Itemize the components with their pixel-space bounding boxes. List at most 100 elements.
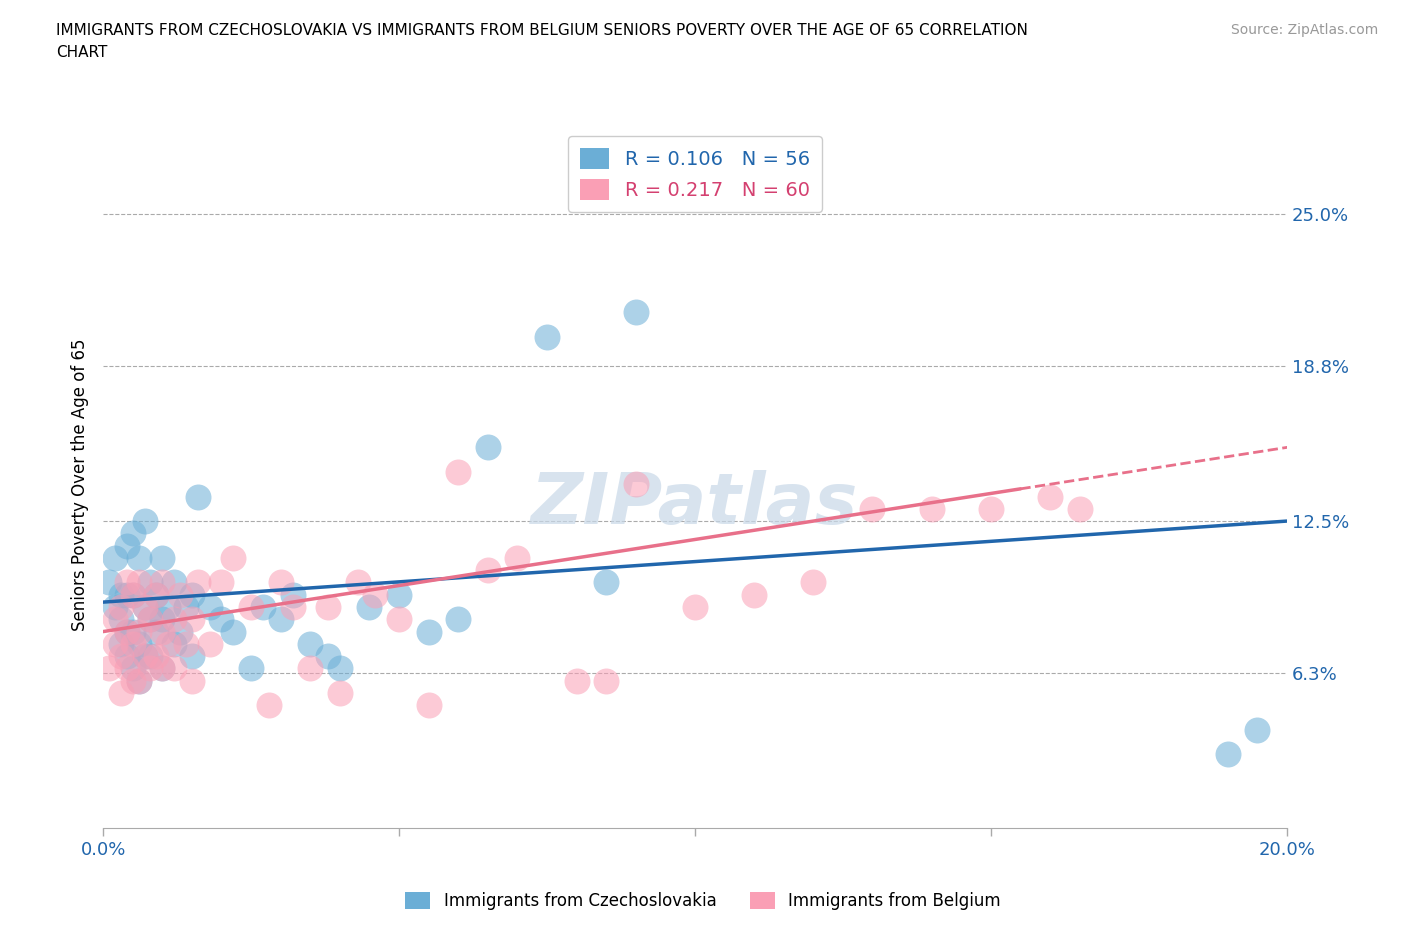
- Point: [150, 661, 173, 676]
- Point: [169, 588, 191, 603]
- Point: [145, 624, 167, 639]
- Point: [121, 661, 143, 676]
- Point: [163, 661, 186, 676]
- Point: [536, 329, 558, 344]
- Point: [364, 588, 387, 603]
- Point: [115, 661, 138, 676]
- Point: [121, 588, 143, 603]
- Point: [180, 588, 202, 603]
- Point: [281, 600, 304, 615]
- Point: [388, 588, 411, 603]
- Point: [222, 624, 245, 639]
- Point: [134, 513, 156, 528]
- Point: [110, 685, 132, 700]
- Point: [110, 649, 132, 664]
- Point: [270, 612, 292, 627]
- Point: [163, 636, 186, 651]
- Point: [110, 588, 132, 603]
- Text: Source: ZipAtlas.com: Source: ZipAtlas.com: [1230, 23, 1378, 37]
- Point: [104, 636, 127, 651]
- Point: [624, 305, 647, 320]
- Point: [98, 661, 121, 676]
- Point: [180, 673, 202, 688]
- Point: [139, 612, 162, 627]
- Point: [128, 673, 150, 688]
- Point: [801, 575, 824, 590]
- Point: [115, 538, 138, 553]
- Point: [145, 588, 167, 603]
- Point: [418, 624, 440, 639]
- Point: [104, 612, 127, 627]
- Y-axis label: Seniors Poverty Over the Age of 65: Seniors Poverty Over the Age of 65: [72, 338, 89, 631]
- Point: [316, 600, 339, 615]
- Point: [180, 649, 202, 664]
- Point: [150, 575, 173, 590]
- Point: [187, 575, 209, 590]
- Point: [115, 588, 138, 603]
- Point: [169, 624, 191, 639]
- Point: [139, 661, 162, 676]
- Text: ZIPatlas: ZIPatlas: [531, 471, 859, 539]
- Point: [104, 551, 127, 565]
- Point: [506, 551, 529, 565]
- Point: [115, 624, 138, 639]
- Point: [121, 526, 143, 541]
- Point: [447, 612, 470, 627]
- Point: [163, 612, 186, 627]
- Point: [211, 612, 233, 627]
- Point: [128, 624, 150, 639]
- Point: [115, 624, 138, 639]
- Text: IMMIGRANTS FROM CZECHOSLOVAKIA VS IMMIGRANTS FROM BELGIUM SENIORS POVERTY OVER T: IMMIGRANTS FROM CZECHOSLOVAKIA VS IMMIGR…: [56, 23, 1028, 60]
- Point: [139, 649, 162, 664]
- Point: [134, 600, 156, 615]
- Point: [222, 551, 245, 565]
- Point: [150, 624, 173, 639]
- Point: [418, 698, 440, 712]
- Point: [174, 636, 197, 651]
- Legend: Immigrants from Czechoslovakia, Immigrants from Belgium: Immigrants from Czechoslovakia, Immigran…: [399, 885, 1007, 917]
- Point: [477, 440, 499, 455]
- Point: [110, 636, 132, 651]
- Point: [180, 612, 202, 627]
- Point: [134, 649, 156, 664]
- Point: [134, 649, 156, 664]
- Point: [104, 600, 127, 615]
- Point: [121, 588, 143, 603]
- Point: [270, 575, 292, 590]
- Point: [145, 649, 167, 664]
- Point: [115, 649, 138, 664]
- Point: [150, 612, 173, 627]
- Point: [1039, 489, 1062, 504]
- Point: [139, 575, 162, 590]
- Point: [346, 575, 368, 590]
- Point: [595, 673, 617, 688]
- Point: [110, 600, 132, 615]
- Point: [329, 685, 352, 700]
- Point: [329, 661, 352, 676]
- Point: [134, 600, 156, 615]
- Point: [174, 600, 197, 615]
- Point: [187, 489, 209, 504]
- Point: [121, 673, 143, 688]
- Point: [128, 575, 150, 590]
- Point: [921, 501, 943, 516]
- Point: [115, 575, 138, 590]
- Point: [150, 551, 173, 565]
- Point: [257, 698, 280, 712]
- Point: [198, 636, 221, 651]
- Point: [110, 612, 132, 627]
- Legend: R = 0.106   N = 56, R = 0.217   N = 60: R = 0.106 N = 56, R = 0.217 N = 60: [568, 137, 821, 212]
- Point: [1246, 723, 1268, 737]
- Point: [862, 501, 884, 516]
- Point: [240, 661, 263, 676]
- Point: [447, 465, 470, 480]
- Point: [128, 673, 150, 688]
- Point: [128, 636, 150, 651]
- Point: [211, 575, 233, 590]
- Point: [98, 575, 121, 590]
- Point: [128, 551, 150, 565]
- Point: [1069, 501, 1091, 516]
- Point: [252, 600, 274, 615]
- Point: [565, 673, 588, 688]
- Point: [145, 588, 167, 603]
